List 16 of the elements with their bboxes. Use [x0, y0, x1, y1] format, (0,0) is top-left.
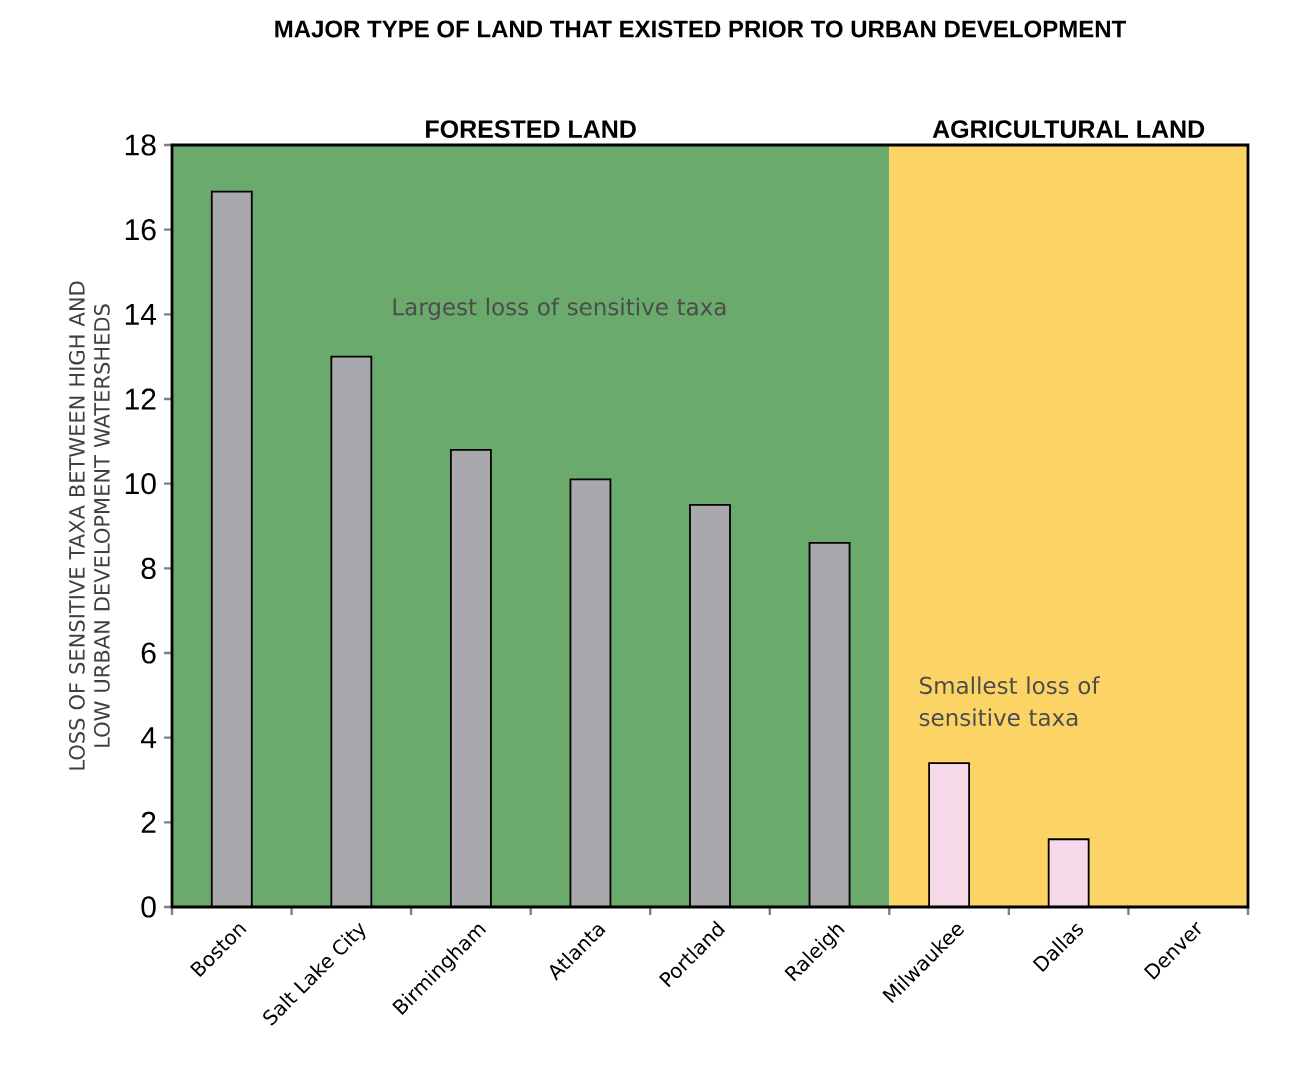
y-tick-label: 16: [125, 219, 156, 241]
band-label: AGRICULTURAL LAND: [932, 120, 1205, 138]
y-tick-label: 12: [125, 388, 156, 410]
annotation: Smallest loss of sensitive taxa: [919, 676, 1100, 727]
y-tick-label: 14: [125, 304, 157, 325]
annotation: Largest loss of sensitive taxa: [393, 297, 726, 320]
band-label: FORESTED LAND: [426, 120, 636, 138]
y-tick-label: 10: [125, 473, 156, 495]
y-tick-label: 8: [141, 557, 156, 579]
y-tick-label: 2: [141, 811, 156, 833]
y-tick-label: 4: [140, 727, 157, 748]
y-axis-title: LOSS OF SENSITIVE TAXA BETWEEN HIGH AND LOW URBAN DEVELOPMENT WATERSHEDS: [68, 281, 110, 770]
y-tick-label: 18: [125, 134, 156, 156]
y-tick-label: 0: [141, 896, 156, 918]
y-tick-label: 6: [141, 642, 156, 664]
chart-title: MAJOR TYPE OF LAND THAT EXISTED PRIOR TO URBAN DEVELOPMENT: [275, 20, 1126, 38]
